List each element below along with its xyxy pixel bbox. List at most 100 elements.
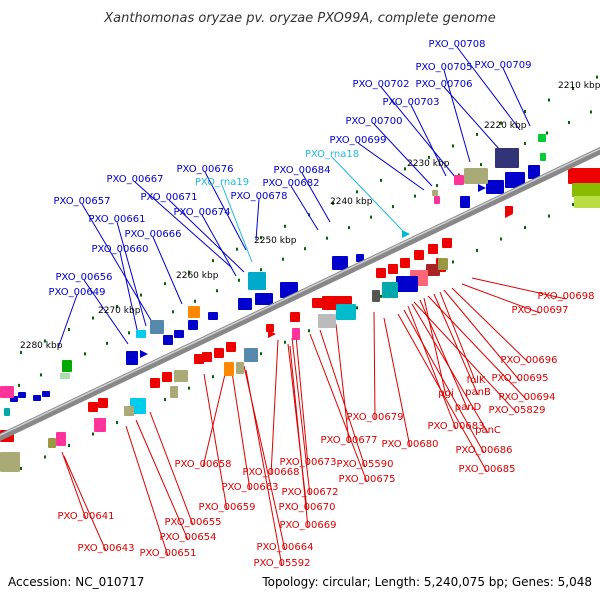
gene-feature bbox=[56, 432, 66, 446]
gene-label-reverse: PXO_00697 bbox=[512, 305, 569, 316]
backbone-highlight bbox=[0, 147, 600, 437]
track-dot-inner bbox=[304, 247, 306, 251]
gene-label-reverse-leader bbox=[289, 345, 309, 529]
track-dot-outer bbox=[164, 282, 166, 286]
gene-label-forward-leader bbox=[301, 172, 331, 223]
gene-label-forward-leader bbox=[57, 294, 78, 349]
gene-feature bbox=[336, 258, 348, 268]
gene-feature bbox=[572, 183, 600, 197]
track-dot-rev bbox=[572, 203, 574, 207]
gene-label-forward-leader bbox=[134, 181, 233, 269]
backbone-line bbox=[0, 146, 600, 442]
gene-feature bbox=[150, 320, 164, 334]
tick-label: 2230 kbp bbox=[407, 159, 450, 169]
gene-feature bbox=[238, 298, 252, 310]
gene-label-reverse: PXO_00677 bbox=[321, 435, 378, 446]
gene-feature bbox=[486, 180, 504, 194]
map-title: Xanthomonas oryzae pv. oryzae PXO99A, co… bbox=[103, 11, 496, 26]
gene-arrowhead bbox=[268, 330, 276, 338]
gene-label-reverse-leader bbox=[383, 317, 411, 448]
gene-label-reverse-leader bbox=[413, 301, 518, 414]
track-dot-inner bbox=[524, 142, 526, 146]
gene-label-reverse-leader bbox=[335, 323, 350, 444]
track-dot-rev bbox=[356, 306, 358, 310]
gene-feature bbox=[188, 320, 198, 330]
gene-label-forward: PXO_00649 bbox=[49, 287, 106, 298]
gene-feature bbox=[98, 398, 108, 408]
gene-feature bbox=[438, 258, 448, 270]
gene-label-reverse-leader bbox=[63, 455, 107, 552]
gene-feature bbox=[174, 370, 188, 382]
gene-label-forward: PXO_00656 bbox=[56, 272, 113, 283]
gene-feature bbox=[414, 250, 424, 260]
gene-label-reverse: PXO_00694 bbox=[499, 392, 556, 403]
gene-label-reverse: PXO_00696 bbox=[501, 355, 558, 366]
gene-label-reverse: PXO_00658 bbox=[175, 459, 232, 470]
gene-label-reverse: PXO_00643 bbox=[78, 543, 135, 554]
gene-feature bbox=[505, 172, 525, 188]
gene-feature bbox=[290, 312, 300, 322]
track-dot-inner bbox=[568, 120, 570, 124]
track-dot-rev bbox=[188, 386, 190, 390]
track-dot-inner bbox=[326, 236, 328, 240]
gene-label-reverse: PXO_00683 bbox=[428, 421, 485, 432]
gene-label-reverse: PXO_00664 bbox=[257, 542, 314, 553]
gene-label-forward-leader bbox=[502, 67, 531, 127]
gene-label-forward-leader bbox=[290, 185, 319, 231]
gene-label-reverse-leader bbox=[135, 419, 189, 541]
track-dot-inner bbox=[348, 226, 350, 230]
gene-label-reverse-leader bbox=[149, 411, 194, 526]
gene-label-reverse: folK bbox=[467, 375, 486, 386]
gene-label-reverse: panB bbox=[465, 387, 491, 398]
leader-lines bbox=[57, 46, 567, 567]
gene-label-reverse: PXO_05592 bbox=[254, 558, 311, 569]
track-dot-inner bbox=[106, 341, 108, 345]
gene-feature bbox=[42, 391, 50, 397]
gene-label-reverse-leader bbox=[231, 371, 251, 491]
gene-arrowhead bbox=[505, 210, 513, 218]
gene-feature bbox=[538, 134, 546, 142]
track-dot-outer bbox=[116, 305, 118, 309]
gene-label-reverse-leader bbox=[202, 369, 227, 468]
gene-label-reverse-leader bbox=[291, 337, 311, 496]
gene-label-reverse: PXO_05829 bbox=[489, 405, 546, 416]
gene-label-reverse: PXO_00663 bbox=[222, 482, 279, 493]
gene-label-forward: PXO_00667 bbox=[107, 174, 164, 185]
gene-feature bbox=[432, 190, 438, 196]
gene-feature bbox=[0, 386, 14, 398]
track-dot-inner bbox=[370, 215, 372, 219]
feature-layer bbox=[0, 134, 600, 472]
gene-feature bbox=[0, 452, 20, 472]
gene-feature bbox=[163, 335, 173, 345]
gene-label-reverse: PXO_00685 bbox=[459, 464, 516, 475]
track-dot-rev bbox=[308, 329, 310, 333]
track-dot-outer bbox=[572, 87, 574, 91]
gene-label-reverse: PXO_00655 bbox=[165, 517, 222, 528]
track-dot-outer bbox=[428, 155, 430, 159]
gene-label-reverse-leader bbox=[461, 283, 541, 314]
gene-label-reverse-leader bbox=[373, 311, 376, 421]
track-dot-inner bbox=[480, 163, 482, 167]
track-dot-inner bbox=[414, 194, 416, 198]
gene-feature bbox=[208, 312, 218, 320]
accession-text: Accession: NC_010717 bbox=[8, 575, 144, 589]
gene-label-forward-leader bbox=[443, 86, 501, 151]
gene-label-reverse-leader bbox=[270, 339, 279, 476]
gene-label-forward: PXO_00657 bbox=[54, 196, 111, 207]
gene-label-forward-leader bbox=[380, 86, 457, 179]
gene-label-reverse: panD bbox=[455, 402, 482, 413]
track-dot-outer bbox=[452, 144, 454, 148]
track-dot-rev bbox=[284, 340, 286, 344]
gene-label-forward-leader bbox=[443, 69, 471, 163]
tick-label: 2260 kbp bbox=[176, 271, 219, 281]
gene-label-reverse-leader bbox=[427, 295, 528, 401]
rna-label: PXO_rna19 bbox=[195, 177, 249, 188]
genome-summary-text: Topology: circular; Length: 5,240,075 bp… bbox=[261, 575, 592, 589]
track-dot-rev bbox=[380, 294, 382, 298]
gene-feature bbox=[94, 418, 106, 432]
track-dot-outer bbox=[140, 293, 142, 297]
gene-feature bbox=[574, 196, 600, 208]
gene-feature bbox=[356, 254, 364, 262]
gene-feature bbox=[236, 362, 244, 374]
gene-label-forward: PXO_00700 bbox=[346, 116, 403, 127]
